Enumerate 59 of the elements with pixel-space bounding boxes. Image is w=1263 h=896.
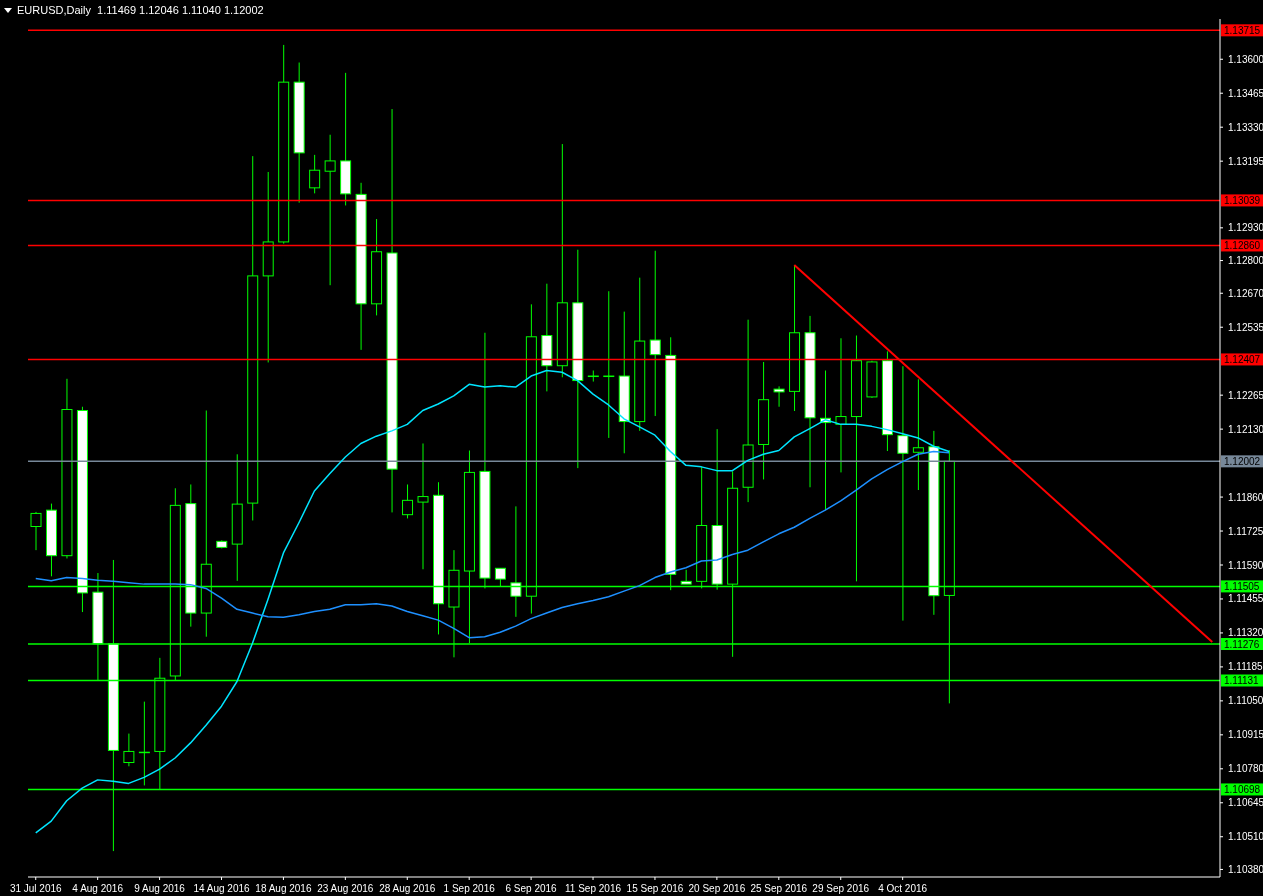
candlestick	[912, 378, 924, 491]
x-tick-label: 23 Aug 2016	[317, 883, 374, 894]
y-tick-label: 1.12535	[1228, 321, 1263, 333]
y-tick-label: 1.10915	[1228, 729, 1263, 741]
x-tick-label: 14 Aug 2016	[193, 883, 251, 894]
y-tick-label: 1.12130	[1228, 423, 1263, 435]
chart-title: EURUSD,Daily 1.11469 1.12046 1.11040 1.12002	[17, 4, 264, 16]
candlestick	[649, 250, 661, 417]
candlestick	[773, 385, 785, 408]
x-tick-label: 31 Jul 2016	[9, 883, 63, 894]
ref-line-label: 1.11505	[1224, 580, 1260, 592]
y-tick-label: 1.11725	[1228, 525, 1263, 537]
candlestick	[324, 134, 336, 286]
ref-line-label: 1.13715	[1224, 24, 1261, 36]
y-tick-label: 1.12930	[1228, 222, 1263, 234]
candlestick	[417, 442, 429, 570]
x-tick-label: 1 Sep 2016	[443, 883, 496, 894]
candlestick	[309, 154, 321, 194]
x-tick-label: 11 Sep 2016	[565, 883, 622, 894]
x-tick-label: 25 Sep 2016	[750, 883, 808, 894]
x-tick-label: 20 Sep 2016	[688, 883, 746, 894]
x-tick-label: 28 Aug 2016	[379, 883, 436, 894]
x-tick-label: 6 Sep 2016	[505, 883, 558, 894]
y-tick-label: 1.11590	[1228, 559, 1263, 571]
y-tick-label: 1.11185	[1228, 661, 1263, 673]
x-tick-label: 29 Sep 2016	[812, 883, 870, 894]
x-tick-label: 15 Sep 2016	[626, 883, 684, 894]
x-tick-label: 9 Aug 2016	[134, 883, 186, 894]
y-tick-label: 1.11860	[1228, 491, 1263, 503]
y-tick-label: 1.13465	[1228, 87, 1263, 99]
y-tick-label: 1.11320	[1228, 627, 1263, 639]
y-tick-label: 1.12670	[1228, 287, 1263, 299]
candlestick	[123, 733, 135, 767]
candlestick	[835, 337, 847, 473]
candlestick	[603, 290, 615, 439]
y-tick-label: 1.10645	[1228, 797, 1263, 809]
y-tick-label: 1.10380	[1228, 863, 1263, 875]
y-tick-label: 1.11455	[1228, 593, 1263, 605]
ref-line-label: 1.12860	[1224, 239, 1261, 251]
y-tick-label: 1.12265	[1228, 389, 1263, 401]
candlestick	[30, 511, 42, 551]
y-tick-label: 1.12800	[1228, 255, 1263, 267]
y-tick-label: 1.11050	[1228, 695, 1263, 707]
y-tick-label: 1.13195	[1228, 155, 1263, 167]
ref-line-label: 1.11276	[1224, 638, 1260, 650]
ref-line-label: 1.13039	[1224, 194, 1261, 206]
y-tick-label: 1.13600	[1228, 53, 1263, 65]
y-tick-label: 1.13330	[1228, 121, 1263, 133]
y-tick-label: 1.10780	[1228, 763, 1263, 775]
x-tick-label: 4 Aug 2016	[72, 883, 124, 894]
ref-line-label: 1.12407	[1224, 353, 1261, 365]
y-tick-label: 1.10510	[1228, 831, 1263, 843]
x-tick-label: 18 Aug 2016	[255, 883, 312, 894]
x-tick-label: 4 Oct 2016	[878, 883, 928, 894]
ref-line-label: 1.12002	[1224, 455, 1261, 467]
ref-line-label: 1.10698	[1224, 783, 1261, 795]
ref-line-label: 1.11131	[1224, 674, 1260, 686]
line-series	[34, 369, 950, 834]
candlestick	[402, 483, 414, 519]
